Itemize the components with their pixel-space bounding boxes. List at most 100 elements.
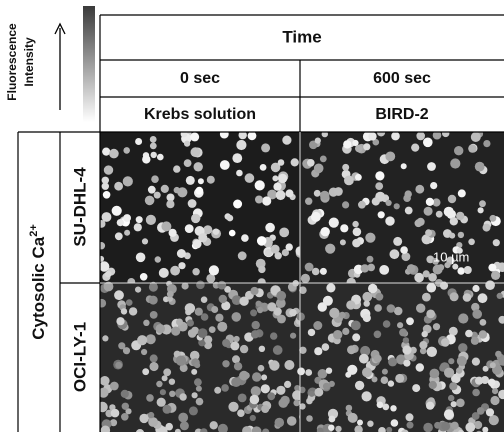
cell <box>149 136 157 143</box>
cell <box>135 286 142 293</box>
cell <box>264 249 273 257</box>
cell <box>352 238 361 248</box>
cell <box>217 321 228 332</box>
cell <box>256 306 264 314</box>
cell <box>185 175 195 185</box>
cell <box>258 265 266 274</box>
cell <box>270 244 280 254</box>
cell <box>405 413 414 422</box>
cell <box>194 307 203 316</box>
cell <box>100 255 105 262</box>
cell <box>449 217 458 226</box>
cell <box>254 180 265 191</box>
cell <box>250 330 260 339</box>
cell <box>313 163 324 174</box>
cell <box>224 286 232 293</box>
cell <box>103 165 114 175</box>
cell <box>416 303 426 313</box>
cell <box>250 386 261 397</box>
cell <box>402 337 410 344</box>
cell <box>222 339 231 347</box>
cell <box>334 187 343 196</box>
cell <box>200 296 208 304</box>
cell <box>390 405 397 412</box>
cell <box>360 264 369 273</box>
cell <box>228 229 236 237</box>
cell <box>156 380 163 388</box>
cell <box>192 239 202 249</box>
cell <box>415 184 425 194</box>
cell <box>250 309 258 317</box>
cell <box>472 309 483 319</box>
cell <box>109 381 119 391</box>
cell <box>487 378 496 387</box>
cell <box>231 295 242 305</box>
cell <box>195 186 204 195</box>
cell <box>368 283 378 294</box>
cell <box>347 345 356 355</box>
cell <box>442 132 450 138</box>
cell <box>198 338 206 347</box>
cell <box>100 401 108 413</box>
cell <box>166 290 174 298</box>
cell <box>101 176 110 184</box>
cell <box>458 343 468 353</box>
cell <box>361 391 372 402</box>
cell <box>468 144 477 153</box>
cell <box>354 425 363 432</box>
cell <box>135 138 143 145</box>
column-time: 600 sec <box>373 70 431 87</box>
legend-label: Intensity <box>22 37 36 87</box>
cell <box>100 376 110 386</box>
cell <box>239 344 249 354</box>
cell <box>135 216 143 224</box>
cell <box>492 388 499 395</box>
cell <box>168 378 176 385</box>
cell <box>194 378 202 387</box>
cell <box>100 425 111 432</box>
cell <box>299 403 306 410</box>
cell <box>393 203 400 210</box>
cell <box>139 413 149 424</box>
cell <box>456 211 465 221</box>
cell <box>215 313 224 322</box>
cell <box>277 159 285 166</box>
cell <box>456 356 467 366</box>
cell <box>376 401 384 409</box>
cell <box>437 264 445 271</box>
cell <box>299 386 306 394</box>
cell <box>262 428 270 432</box>
cell <box>414 272 424 283</box>
micrograph <box>300 132 504 283</box>
cell <box>350 320 361 331</box>
cell <box>423 206 433 216</box>
cell <box>260 384 270 394</box>
cell <box>430 182 438 190</box>
cell <box>186 319 194 327</box>
cell <box>122 347 131 355</box>
cell <box>189 350 200 361</box>
cell <box>305 197 313 205</box>
cell <box>184 224 194 234</box>
cell <box>255 195 263 204</box>
column-condition: BIRD-2 <box>375 106 428 123</box>
cell <box>373 330 382 339</box>
cell <box>457 231 465 239</box>
cell <box>194 362 201 369</box>
cell <box>458 429 465 432</box>
cell <box>378 427 386 432</box>
cell <box>208 265 219 276</box>
cell <box>306 397 313 405</box>
cell <box>320 190 330 201</box>
cell <box>375 292 384 301</box>
cell <box>355 173 362 181</box>
cell <box>401 429 409 432</box>
cell <box>299 346 307 354</box>
cell <box>403 359 411 367</box>
cell <box>100 387 109 398</box>
cell <box>286 416 297 426</box>
cell <box>261 374 268 381</box>
cell <box>463 266 472 274</box>
cell <box>203 225 213 235</box>
